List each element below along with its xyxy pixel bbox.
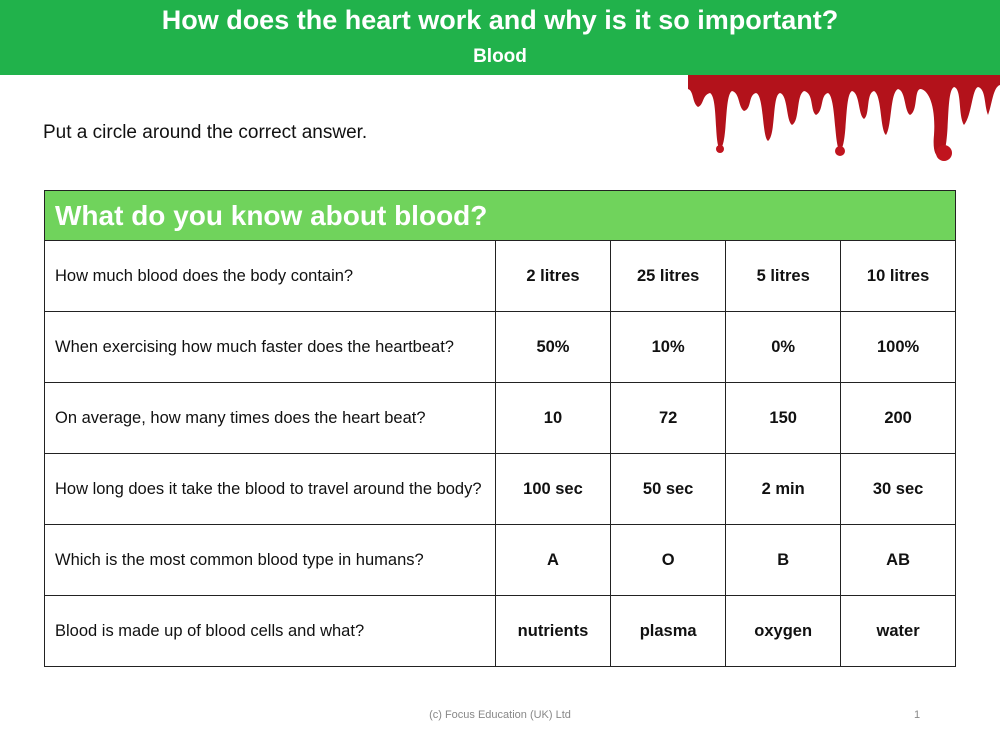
question-row: Which is the most common blood type in h… — [44, 524, 956, 596]
answer-option: nutrients — [494, 595, 612, 667]
table-header-row: What do you know about blood? — [44, 190, 956, 241]
question-row: On average, how many times does the hear… — [44, 382, 956, 454]
answer-option: 50% — [494, 311, 612, 383]
question-row: Blood is made up of blood cells and what… — [44, 595, 956, 667]
question: How long does it take the blood to trave… — [44, 453, 496, 525]
answer-option: water — [840, 595, 956, 667]
drip-shape — [688, 75, 1000, 157]
drop — [716, 145, 724, 153]
answer-option: 72 — [610, 382, 727, 454]
drop — [835, 146, 845, 156]
answer-option: 100% — [840, 311, 956, 383]
question: Blood is made up of blood cells and what… — [44, 595, 496, 667]
answer-option: 200 — [840, 382, 956, 454]
blood-drips — [688, 75, 1000, 161]
answer-option: 25 litres — [610, 240, 727, 312]
copyright: (c) Focus Education (UK) Ltd — [429, 709, 571, 721]
answer-option: A — [494, 524, 612, 596]
question: On average, how many times does the hear… — [44, 382, 496, 454]
subtitle: Blood — [473, 46, 527, 67]
quiz-table: What do you know about blood? How much b… — [44, 190, 956, 667]
answer-option: 10% — [610, 311, 727, 383]
question-row: How much blood does the body contain? 2 l… — [44, 240, 956, 312]
table-title: What do you know about blood? — [44, 190, 956, 241]
title: How does the heart work and why is it so… — [161, 5, 839, 35]
answer-option: 150 — [725, 382, 842, 454]
question: When exercising how much faster does the… — [44, 311, 496, 383]
question: How much blood does the body contain? — [44, 240, 496, 312]
answer-option: 30 sec — [840, 453, 956, 525]
question-row: How long does it take the blood to trave… — [44, 453, 956, 525]
answer-option: oxygen — [725, 595, 842, 667]
answer-option: 0% — [725, 311, 842, 383]
question-row: When exercising how much faster does the… — [44, 311, 956, 383]
header-bar: How does the heart work and why is it so… — [0, 0, 1000, 75]
answer-option: 5 litres — [725, 240, 842, 312]
answer-option: 10 litres — [840, 240, 956, 312]
answer-option: 50 sec — [610, 453, 727, 525]
instruction: Put a circle around the correct answer. — [43, 122, 368, 143]
answer-option: plasma — [610, 595, 727, 667]
answer-option: 10 — [494, 382, 612, 454]
answer-option: B — [725, 524, 842, 596]
answer-option: 2 litres — [494, 240, 612, 312]
page-number: 1 — [914, 709, 921, 721]
answer-option: O — [610, 524, 727, 596]
answer-option: AB — [840, 524, 956, 596]
drop — [936, 145, 952, 161]
answer-option: 2 min — [725, 453, 842, 525]
answer-option: 100 sec — [494, 453, 612, 525]
question: Which is the most common blood type in h… — [44, 524, 496, 596]
